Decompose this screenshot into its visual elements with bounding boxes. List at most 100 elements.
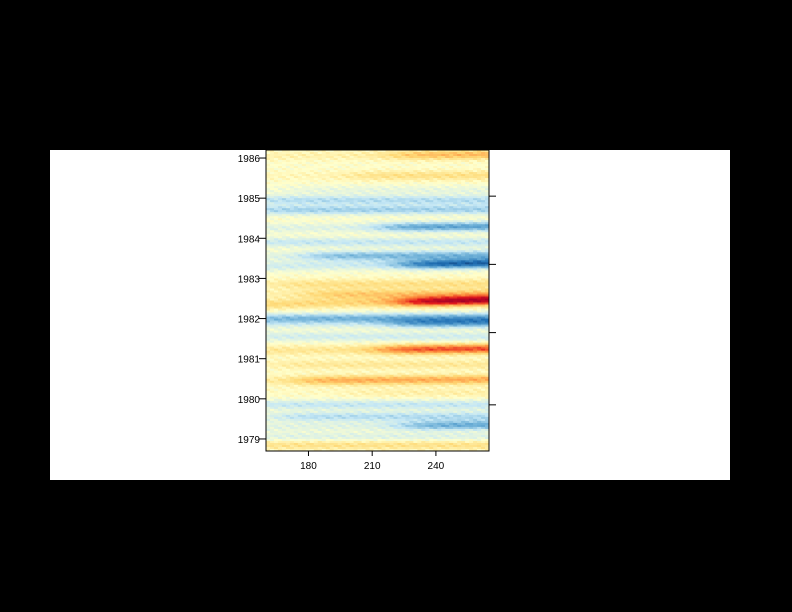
heatmap-cell (401, 232, 406, 235)
heatmap-cell (269, 190, 275, 193)
heatmap-cell (369, 188, 375, 191)
heatmap-cell (421, 278, 426, 282)
heatmap-cell (305, 224, 311, 227)
heatmap-cell (337, 154, 343, 157)
heatmap-cell (369, 292, 375, 296)
heatmap-cell (437, 170, 442, 173)
heatmap-cell (273, 262, 279, 265)
heatmap-cell (433, 324, 438, 328)
heatmap-cell (273, 210, 279, 213)
heatmap-cell (449, 178, 454, 181)
heatmap-cell (473, 194, 478, 197)
heatmap-cell (453, 170, 458, 173)
heatmap-cell (461, 186, 466, 189)
heatmap-cell (313, 232, 319, 235)
heatmap-cell (413, 296, 418, 300)
heatmap-cell (401, 294, 406, 298)
heatmap-cell (269, 240, 275, 243)
heatmap-cell (353, 190, 359, 193)
heatmap-cell (465, 208, 470, 211)
heatmap-cell (305, 208, 311, 211)
heatmap-cell (305, 196, 311, 199)
heatmap-cell (385, 304, 391, 308)
heatmap-cell (453, 158, 458, 161)
heatmap-cell (269, 180, 275, 183)
heatmap-cell (341, 300, 347, 304)
heatmap-cell (421, 222, 426, 225)
heatmap-cell (321, 188, 327, 191)
heatmap-cell (437, 258, 442, 261)
heatmap-cell (273, 258, 279, 261)
heatmap-cell (329, 188, 335, 191)
heatmap-cell (289, 234, 295, 237)
heatmap-cell (377, 184, 383, 187)
heatmap-cell (285, 252, 291, 255)
heatmap-cell (269, 178, 275, 181)
heatmap-cell (321, 178, 327, 181)
heatmap-cell (337, 288, 343, 292)
heatmap-cell (381, 288, 387, 292)
heatmap-cell (397, 188, 402, 191)
heatmap-cell (281, 204, 287, 207)
heatmap-cell (425, 302, 430, 306)
heatmap-cell (325, 322, 331, 326)
heatmap-cell (477, 320, 482, 324)
heatmap-cell (469, 198, 474, 201)
heatmap-cell (337, 182, 343, 185)
heatmap-cell (266, 286, 271, 290)
heatmap-cell (305, 298, 311, 302)
heatmap-cell (285, 170, 291, 173)
heatmap-cell (266, 156, 271, 159)
heatmap-cell (457, 224, 462, 227)
heatmap-cell (353, 188, 359, 191)
heatmap-cell (417, 294, 422, 298)
heatmap-cell (397, 282, 402, 286)
heatmap-cell (457, 270, 462, 274)
heatmap-cell (329, 246, 335, 249)
heatmap-cell (449, 320, 454, 324)
heatmap-cell (449, 222, 454, 225)
heatmap-cell (357, 164, 363, 167)
heatmap-cell (465, 226, 470, 229)
heatmap-cell (437, 210, 442, 213)
heatmap-cell (373, 326, 379, 330)
heatmap-cell (465, 162, 470, 165)
heatmap-cell (369, 190, 375, 193)
heatmap-cell (325, 214, 331, 217)
heatmap-cell (469, 324, 474, 328)
heatmap-cell (266, 172, 271, 175)
heatmap-cell (357, 268, 363, 271)
heatmap-cell (425, 160, 430, 163)
heatmap-cell (365, 304, 371, 308)
heatmap-cell (317, 294, 323, 298)
heatmap-cell (417, 260, 422, 263)
heatmap-cell (397, 244, 402, 247)
heatmap-cell (389, 210, 395, 213)
heatmap-cell (481, 164, 486, 167)
heatmap-cell (389, 274, 395, 278)
heatmap-cell (457, 178, 462, 181)
heatmap-cell (369, 164, 375, 167)
heatmap-cell (389, 278, 395, 282)
heatmap-cell (457, 246, 462, 249)
heatmap-cell (293, 212, 299, 215)
heatmap-cell (309, 270, 315, 274)
heatmap-cell (345, 256, 351, 259)
heatmap-cell (389, 286, 395, 290)
heatmap-cell (373, 202, 379, 205)
heatmap-cell (389, 312, 395, 316)
heatmap-cell (289, 150, 295, 153)
heatmap-cell (445, 234, 450, 237)
heatmap-cell (309, 228, 315, 231)
heatmap-cell (341, 292, 347, 296)
heatmap-cell (373, 236, 379, 239)
heatmap-cell (449, 316, 454, 320)
heatmap-cell (353, 274, 359, 278)
heatmap-cell (413, 176, 418, 179)
heatmap-cell (461, 258, 466, 261)
heatmap-cell (269, 298, 275, 302)
heatmap-cell (349, 156, 355, 159)
heatmap-cell (417, 278, 422, 282)
heatmap-cell (473, 150, 478, 153)
heatmap-cell (277, 216, 283, 219)
